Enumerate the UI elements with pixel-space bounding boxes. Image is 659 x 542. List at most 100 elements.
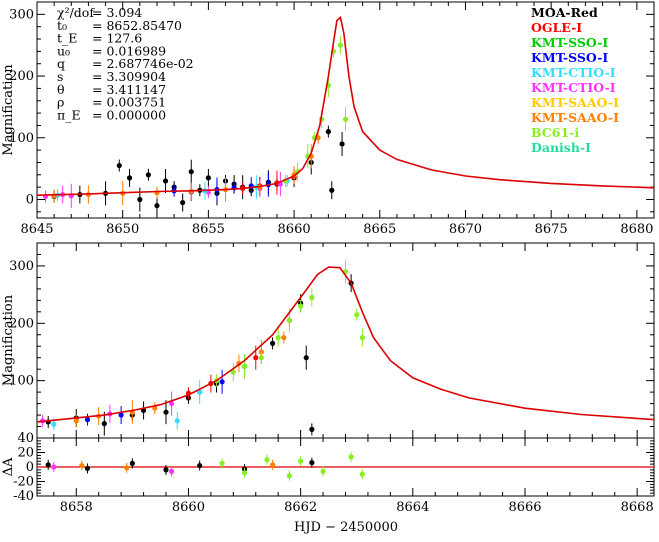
param-symbol: π_E bbox=[57, 107, 81, 122]
bot-xtick-label: 8666 bbox=[508, 500, 541, 515]
param-value: = 3.094 bbox=[92, 5, 142, 20]
top-ytick-label: 300 bbox=[9, 7, 34, 22]
data-point bbox=[339, 141, 345, 147]
param-symbol: θ bbox=[57, 82, 65, 97]
top-series-moa-red bbox=[51, 125, 345, 215]
data-point bbox=[241, 363, 248, 369]
top-xtick-label: 8650 bbox=[106, 222, 139, 237]
data-point bbox=[124, 465, 130, 471]
data-point bbox=[258, 355, 264, 361]
data-point bbox=[162, 178, 169, 184]
param-value: = 0.003751 bbox=[92, 95, 166, 110]
param-value: = 0.000000 bbox=[92, 107, 166, 122]
data-point bbox=[84, 417, 91, 423]
data-point bbox=[197, 462, 203, 469]
top-panel: 8645 8650 8655 8660 8665 8670 8675 8680 0 100 200 3… bbox=[1, 1, 655, 237]
data-point bbox=[309, 460, 315, 466]
param-value: = 2.687746e-02 bbox=[92, 56, 194, 71]
top-xtick-label: 8655 bbox=[192, 222, 225, 237]
top-xtick-label: 8660 bbox=[278, 222, 311, 237]
bot-ytick-label: 20 bbox=[17, 446, 34, 461]
data-point bbox=[281, 335, 287, 341]
data-point bbox=[219, 379, 225, 385]
bot-series-kmt-saao-i bbox=[79, 459, 276, 473]
data-point bbox=[264, 457, 270, 463]
data-point bbox=[275, 335, 281, 341]
mid-series-kmt-saao-i bbox=[73, 331, 287, 427]
data-point bbox=[137, 196, 143, 203]
bot-xtick-label: 8664 bbox=[396, 500, 429, 515]
mid-ytick-label: 200 bbox=[9, 316, 34, 331]
param-value: = 3.411147 bbox=[92, 82, 166, 97]
data-point bbox=[79, 462, 85, 469]
legend-entry: KMT-CTIO-I bbox=[531, 65, 616, 80]
top-series-bc61-i bbox=[282, 36, 349, 187]
legend-entry: Danish-I bbox=[531, 140, 591, 155]
mid-series-bc61-i bbox=[213, 259, 365, 387]
data-point bbox=[241, 470, 248, 476]
top-xtick-label: 8665 bbox=[363, 222, 396, 237]
legend-entry: BC61-i bbox=[531, 125, 579, 140]
data-point bbox=[169, 400, 175, 407]
mid-ytick-label: 100 bbox=[9, 374, 34, 389]
data-point bbox=[197, 389, 203, 395]
data-point bbox=[354, 312, 360, 318]
legend-entry: KMT-SAAO-I bbox=[531, 95, 619, 110]
top-ytick-label: 200 bbox=[9, 69, 34, 84]
data-point bbox=[180, 199, 186, 206]
data-point bbox=[269, 462, 276, 468]
top-xtick-label: 8675 bbox=[535, 222, 568, 237]
param-symbol: q bbox=[57, 56, 65, 71]
data-point bbox=[309, 294, 315, 301]
data-point bbox=[145, 172, 152, 178]
middle-panel: 100 200 300 Magnification bbox=[1, 242, 655, 439]
data-point bbox=[51, 421, 57, 427]
bot-xtick-label: 8658 bbox=[60, 500, 93, 515]
data-point bbox=[129, 460, 135, 466]
param-value: = 0.016989 bbox=[92, 43, 166, 58]
data-point bbox=[286, 317, 293, 324]
data-point bbox=[205, 175, 211, 181]
param-symbol: ρ bbox=[57, 95, 64, 110]
data-point bbox=[45, 462, 51, 468]
data-point bbox=[294, 169, 301, 175]
data-point bbox=[154, 203, 160, 209]
bot-xtick-label: 8662 bbox=[284, 500, 317, 515]
top-series-kmt-ctio-i bbox=[42, 172, 283, 208]
legend-entry: OGLE-I bbox=[531, 20, 582, 35]
param-symbol: t₀ bbox=[57, 18, 67, 33]
top-xtick-label: 8645 bbox=[20, 222, 53, 237]
data-point bbox=[298, 458, 304, 464]
data-point bbox=[230, 369, 236, 375]
data-point bbox=[73, 418, 79, 424]
data-point bbox=[320, 468, 326, 474]
top-ytick-label: 0 bbox=[26, 192, 34, 207]
bot-ytick-label: 0 bbox=[26, 460, 34, 475]
bot-ytick-label: -20 bbox=[13, 475, 34, 490]
data-point bbox=[116, 162, 122, 169]
mid-series-kmt-ctio-i bbox=[51, 360, 248, 431]
bot-ytick-label: 40 bbox=[17, 431, 34, 446]
data-point bbox=[303, 355, 309, 361]
data-point bbox=[337, 42, 343, 48]
data-point bbox=[348, 454, 354, 460]
data-point bbox=[51, 464, 57, 470]
legend-entry: KMT-SSO-I bbox=[531, 50, 608, 65]
top-y-axis-title: Magnification bbox=[1, 64, 16, 156]
data-point bbox=[253, 355, 259, 361]
bot-xtick-label: 8660 bbox=[172, 500, 205, 515]
bot-ytick-label: -40 bbox=[13, 489, 34, 504]
top-xtick-label: 8680 bbox=[620, 222, 653, 237]
data-point bbox=[329, 187, 335, 193]
data-point bbox=[286, 473, 293, 479]
bot-xtick-label: 8668 bbox=[621, 500, 654, 515]
mid-series-moa-red bbox=[45, 274, 354, 436]
mid-ytick-label: 300 bbox=[9, 259, 34, 274]
mid-series-kmt-sso-i bbox=[84, 369, 225, 426]
param-value: = 127.6 bbox=[92, 31, 142, 46]
mid-model-curve bbox=[37, 266, 654, 423]
data-point bbox=[269, 340, 276, 346]
mid-y-axis-title: Magnification bbox=[1, 294, 16, 386]
